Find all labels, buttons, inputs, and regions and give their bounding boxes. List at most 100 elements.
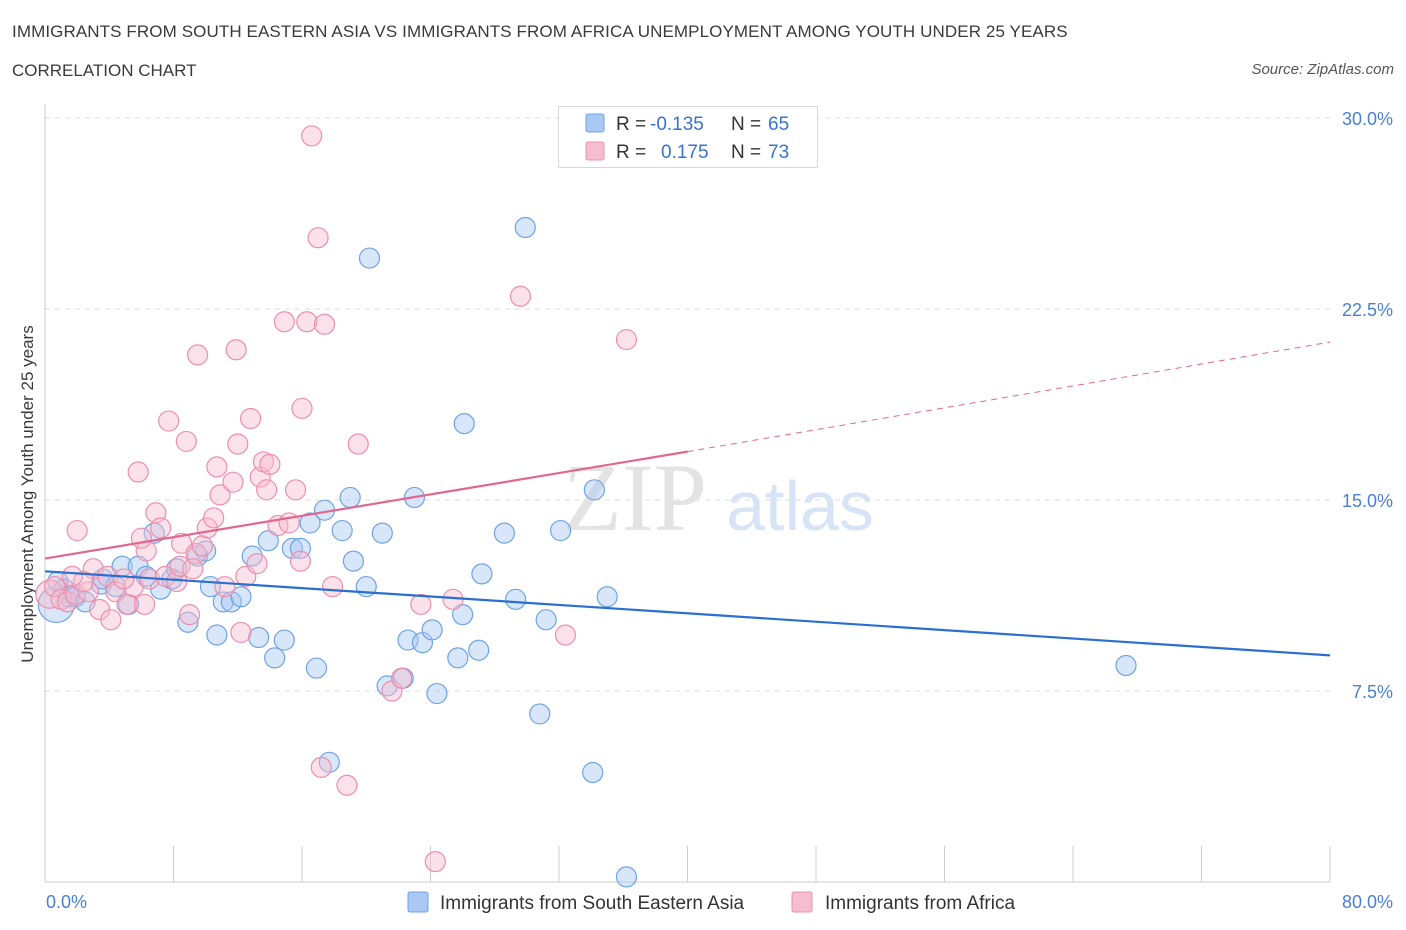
data-point [424, 851, 446, 873]
trend-line-africa [44, 450, 688, 560]
data-point [191, 535, 214, 557]
data-point [410, 593, 432, 616]
data-point [209, 484, 231, 506]
data-point [313, 313, 336, 335]
data-point [514, 216, 536, 239]
data-point [471, 563, 493, 585]
stats-r-value-pink: 0.175 [661, 142, 709, 163]
data-point [256, 479, 278, 501]
data-point [550, 519, 572, 542]
data-point [240, 407, 262, 430]
data-point [505, 588, 527, 610]
stats-swatch-blue [585, 113, 605, 133]
data-point [296, 311, 318, 333]
data-point [206, 624, 228, 646]
data-point [248, 626, 270, 649]
data-point [230, 586, 252, 608]
data-point [421, 619, 443, 641]
data-point [331, 519, 353, 542]
data-point [289, 537, 311, 559]
data-point [291, 397, 313, 419]
source-label: Source: ZipAtlas.com [1251, 61, 1394, 78]
trend-lines [44, 341, 1331, 657]
data-point [257, 530, 279, 552]
data-point [615, 328, 638, 351]
x-tick-label: 0.0% [46, 892, 87, 912]
y-tick-label: 7.5% [1352, 682, 1393, 702]
data-point [284, 479, 307, 501]
data-point [133, 593, 156, 616]
data-point [77, 581, 99, 603]
series-south-eastern-asia-points [37, 216, 1137, 888]
data-point [615, 866, 638, 888]
data-point [130, 527, 152, 549]
stats-r-label-blue: R = [616, 114, 646, 135]
data-point [170, 532, 193, 554]
watermark-zip: ZIP [563, 444, 707, 551]
data-point [259, 453, 281, 475]
stats-n-label-blue: N = [731, 114, 761, 135]
data-point [390, 667, 413, 689]
stats-n-value-pink: 73 [768, 142, 789, 163]
stats-n-label-pink: N = [731, 142, 761, 163]
data-point [35, 579, 65, 609]
y-tick-label: 30.0% [1342, 109, 1393, 129]
data-point [426, 682, 448, 705]
chart-title: IMMIGRANTS FROM SOUTH EASTERN ASIA VS IM… [12, 22, 1068, 41]
stats-legend: R = -0.135 N = 65 R = 0.175 N = 73 [558, 106, 818, 168]
data-point [554, 624, 577, 646]
data-point [186, 344, 209, 366]
data-point [273, 311, 295, 333]
data-point [158, 410, 180, 432]
data-point [342, 550, 364, 572]
data-point [299, 512, 321, 534]
watermark: ZIP atlas [563, 444, 874, 551]
data-point [127, 461, 149, 483]
data-point [447, 647, 469, 669]
y-tick-label: 15.0% [1342, 491, 1393, 511]
data-point [113, 568, 135, 590]
data-point [371, 522, 393, 544]
data-point [222, 471, 244, 493]
data-point [301, 125, 323, 147]
legend-swatch-africa [791, 891, 813, 913]
legend-label-africa: Immigrants from Africa [825, 893, 1015, 914]
data-point [178, 603, 201, 626]
data-point [116, 593, 138, 616]
data-point [44, 575, 66, 598]
data-point [347, 433, 369, 455]
data-point [203, 507, 225, 529]
data-point [509, 285, 532, 307]
data-point [175, 430, 197, 453]
trend-line-africa-extension [687, 341, 1331, 453]
data-point [225, 339, 247, 361]
data-point [61, 565, 83, 588]
legend-swatch-south-eastern-asia [407, 891, 429, 913]
data-point [310, 756, 332, 779]
data-point [182, 558, 204, 580]
data-point [154, 565, 177, 588]
stats-r-label-pink: R = [616, 142, 646, 163]
data-point [321, 575, 344, 598]
data-point [453, 413, 475, 435]
data-point [583, 479, 605, 501]
watermark-atlas: atlas [726, 467, 874, 545]
chart-subtitle: CORRELATION CHART [12, 61, 197, 80]
data-point [166, 558, 188, 580]
series-africa-points [35, 125, 638, 873]
data-point [177, 611, 199, 633]
data-point [452, 603, 474, 626]
data-point [230, 621, 252, 644]
data-point [150, 517, 172, 539]
data-point [1115, 654, 1137, 677]
data-point [227, 433, 249, 455]
data-point [56, 591, 79, 613]
data-point [214, 575, 236, 598]
data-point [281, 537, 303, 559]
data-point [535, 609, 557, 631]
trend-line-south-eastern-asia [44, 570, 1331, 657]
data-point [307, 227, 329, 249]
tick-labels: 7.5% 15.0% 22.5% 30.0% 0.0% 80.0% [46, 109, 1393, 912]
data-point [273, 629, 295, 651]
